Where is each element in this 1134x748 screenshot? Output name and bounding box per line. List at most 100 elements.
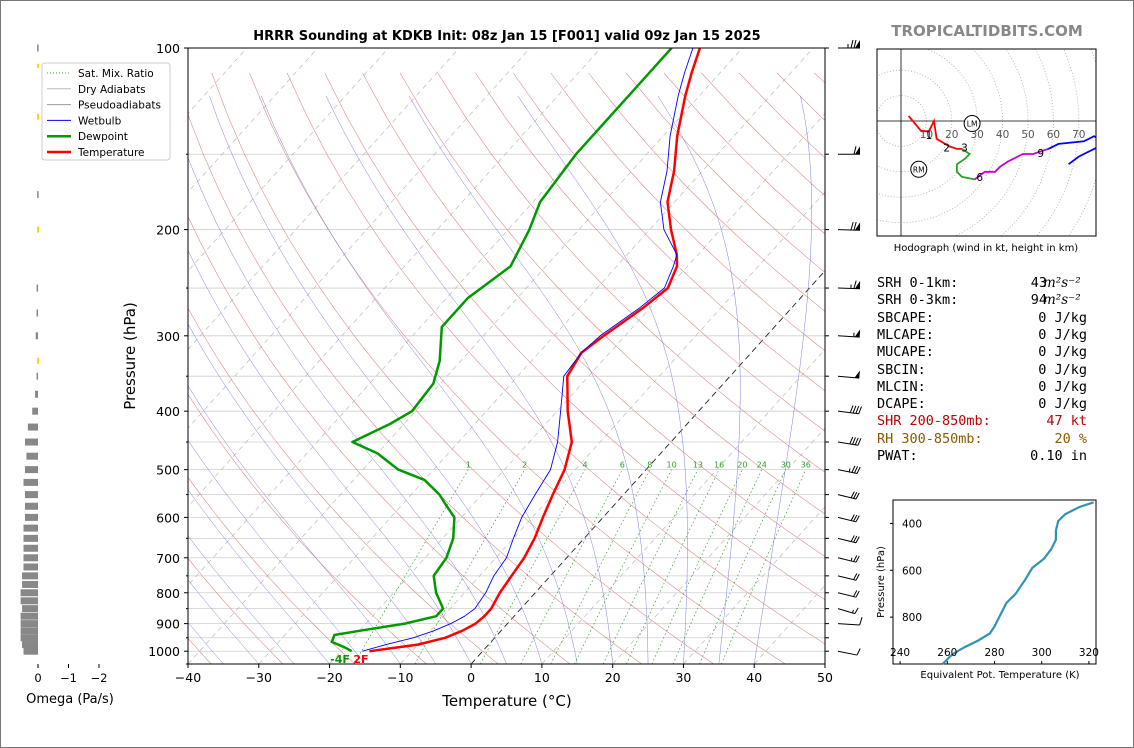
moist-adiabat [753,95,812,664]
omega-bar [23,563,38,571]
barb-full [858,406,862,414]
isotherm [683,506,825,664]
omega-bar [20,597,38,605]
stat-label: SBCAPE: [877,309,934,326]
x-tick-label: 0 [467,670,475,685]
hodograph-marker: RM [910,160,928,178]
moist-adiabat [517,95,688,664]
barb-full [853,280,857,289]
barb-full [855,405,860,414]
hodograph-ring-label: 70 [1072,129,1085,141]
barb-full [855,492,860,500]
barb-full [855,555,860,563]
dry-adiabat [188,476,355,664]
omega-bar [36,284,39,292]
thetae-x-tick-label: 320 [1079,647,1099,659]
stat-label: MLCAPE: [877,326,934,343]
barb-full [855,590,860,598]
stat-label: SRH 0-1km: [877,275,959,291]
dry-adiabat [550,72,825,352]
barb-full [852,405,857,414]
surface-temperature-label: 2F [353,653,368,666]
mixing-ratio-label: 30 [781,461,791,470]
stat-value: 0 J/kg [1038,309,1087,326]
stat-row: SBCAPE: 0 J/kg [877,309,1087,327]
y-tick-label: 700 [156,551,180,566]
stat-row: PWAT: 0.10 in [877,447,1087,465]
site-watermark: TROPICALTIDBITS.COM [891,22,1083,40]
barb-full [855,515,860,523]
stat-label: DCAPE: [877,396,926,413]
thetae-x-tick-label: 240 [890,647,910,659]
barb-full [853,573,858,580]
barb-staff [837,537,857,544]
omega-positive-bar [37,63,39,68]
barb-full [850,39,854,49]
barb-full [855,573,860,581]
hodograph-marker: LM [963,115,981,133]
dry-adiabat [188,215,571,664]
moist-adiabat [657,95,741,664]
omega-tick-label: 0 [34,671,41,685]
isotherm [188,48,531,429]
omega-bar [22,605,38,613]
barb-half [848,468,851,473]
x-tick-label: 10 [534,670,550,685]
hodograph-ring-label: 20 [945,129,958,141]
omega-bar [22,572,38,580]
skewt-title: HRRR Sounding at KDKB Init: 08z Jan 15 [… [253,29,760,44]
omega-bar [35,390,38,398]
legend-label: Sat. Mix. Ratio [78,68,154,80]
wind-barb [838,146,860,155]
barb-staff [837,469,858,474]
barb-full [853,514,858,522]
skewt-legend: Sat. Mix. Ratio Dry Adiabats Pseudoadiabat… [41,62,171,161]
hodograph-ring-label: 40 [996,129,1009,141]
mixing-ratio-label: 10 [666,461,676,470]
x-tick-label: 30 [675,670,691,685]
hodograph-height-label: 6 [976,172,983,184]
stat-row: DCAPE: 0 J/kg [877,395,1087,413]
barb-staff [837,516,857,523]
moist-adiabat [325,95,613,664]
barb-staff [837,608,855,615]
thetae-y-tick-label: 600 [902,565,922,577]
surface-dewpoint-label: -4F [330,653,350,666]
isotherm [470,270,825,664]
barb-staff [837,335,860,338]
omega-bar [24,513,38,521]
barb-half [850,557,853,562]
omega-bar [36,372,39,380]
barb-full [853,39,857,49]
barb-staff [837,557,857,563]
thetae-ylabel: Pressure (hPa) [876,546,887,618]
hodograph-ring-label: 60 [1047,129,1060,141]
omega-bar [20,612,38,620]
wind-barb [837,370,860,379]
mixing-ratio-label: 13 [693,461,703,470]
hodograph-segment [974,148,1049,181]
mixing-ratio-line [626,469,720,664]
hodograph-segment [907,115,962,150]
wind-barb [837,491,860,500]
wind-barb [837,590,860,598]
barb-full [853,535,858,543]
omega-positive-bar [37,226,39,233]
hodograph-caption: Hodograph (wind in kt, height in km) [894,243,1079,254]
dry-adiabat [188,307,499,664]
y-tick-label: 100 [156,41,180,56]
omega-bar [22,641,38,649]
barb-full [850,514,855,521]
omega-bar [37,191,39,199]
omega-bar [23,544,38,552]
barb-flag [854,280,861,289]
hodograph-segment [1047,135,1096,165]
hodograph-height-label: 9 [1037,148,1044,160]
thetae-y-tick-label: 400 [902,518,922,530]
thetae-xlabel: Equivalent Pot. Temperature (K) [920,670,1079,681]
moist-adiabat [188,489,330,664]
dry-adiabat [211,72,714,664]
legend-label: Dry Adiabats [78,84,146,96]
isotherm [541,348,825,664]
